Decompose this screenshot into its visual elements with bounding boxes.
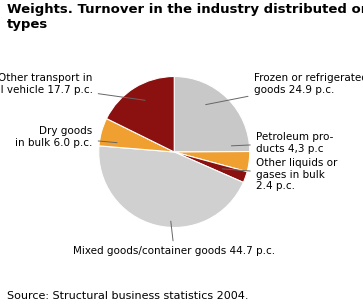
Wedge shape [99, 119, 174, 152]
Wedge shape [99, 146, 243, 227]
Wedge shape [174, 152, 247, 182]
Text: Dry goods
in bulk 6.0 p.c.: Dry goods in bulk 6.0 p.c. [15, 126, 117, 148]
Text: Other transport in
special vehicle 17.7 p.c.: Other transport in special vehicle 17.7 … [0, 73, 145, 100]
Wedge shape [106, 77, 174, 152]
Text: Source: Structural business statistics 2004.: Source: Structural business statistics 2… [7, 291, 249, 301]
Text: Weights. Turnover in the industry distributed on freight
types: Weights. Turnover in the industry distri… [7, 3, 363, 31]
Wedge shape [174, 77, 250, 152]
Text: Frozen or refrigerated
goods 24.9 p.c.: Frozen or refrigerated goods 24.9 p.c. [206, 73, 363, 105]
Wedge shape [174, 151, 250, 172]
Text: Petroleum pro-
ducts 4,3 p.c: Petroleum pro- ducts 4,3 p.c [231, 132, 333, 154]
Text: Other liquids or
gases in bulk
2.4 p.c.: Other liquids or gases in bulk 2.4 p.c. [222, 158, 337, 191]
Text: Mixed goods/container goods 44.7 p.c.: Mixed goods/container goods 44.7 p.c. [73, 221, 275, 256]
